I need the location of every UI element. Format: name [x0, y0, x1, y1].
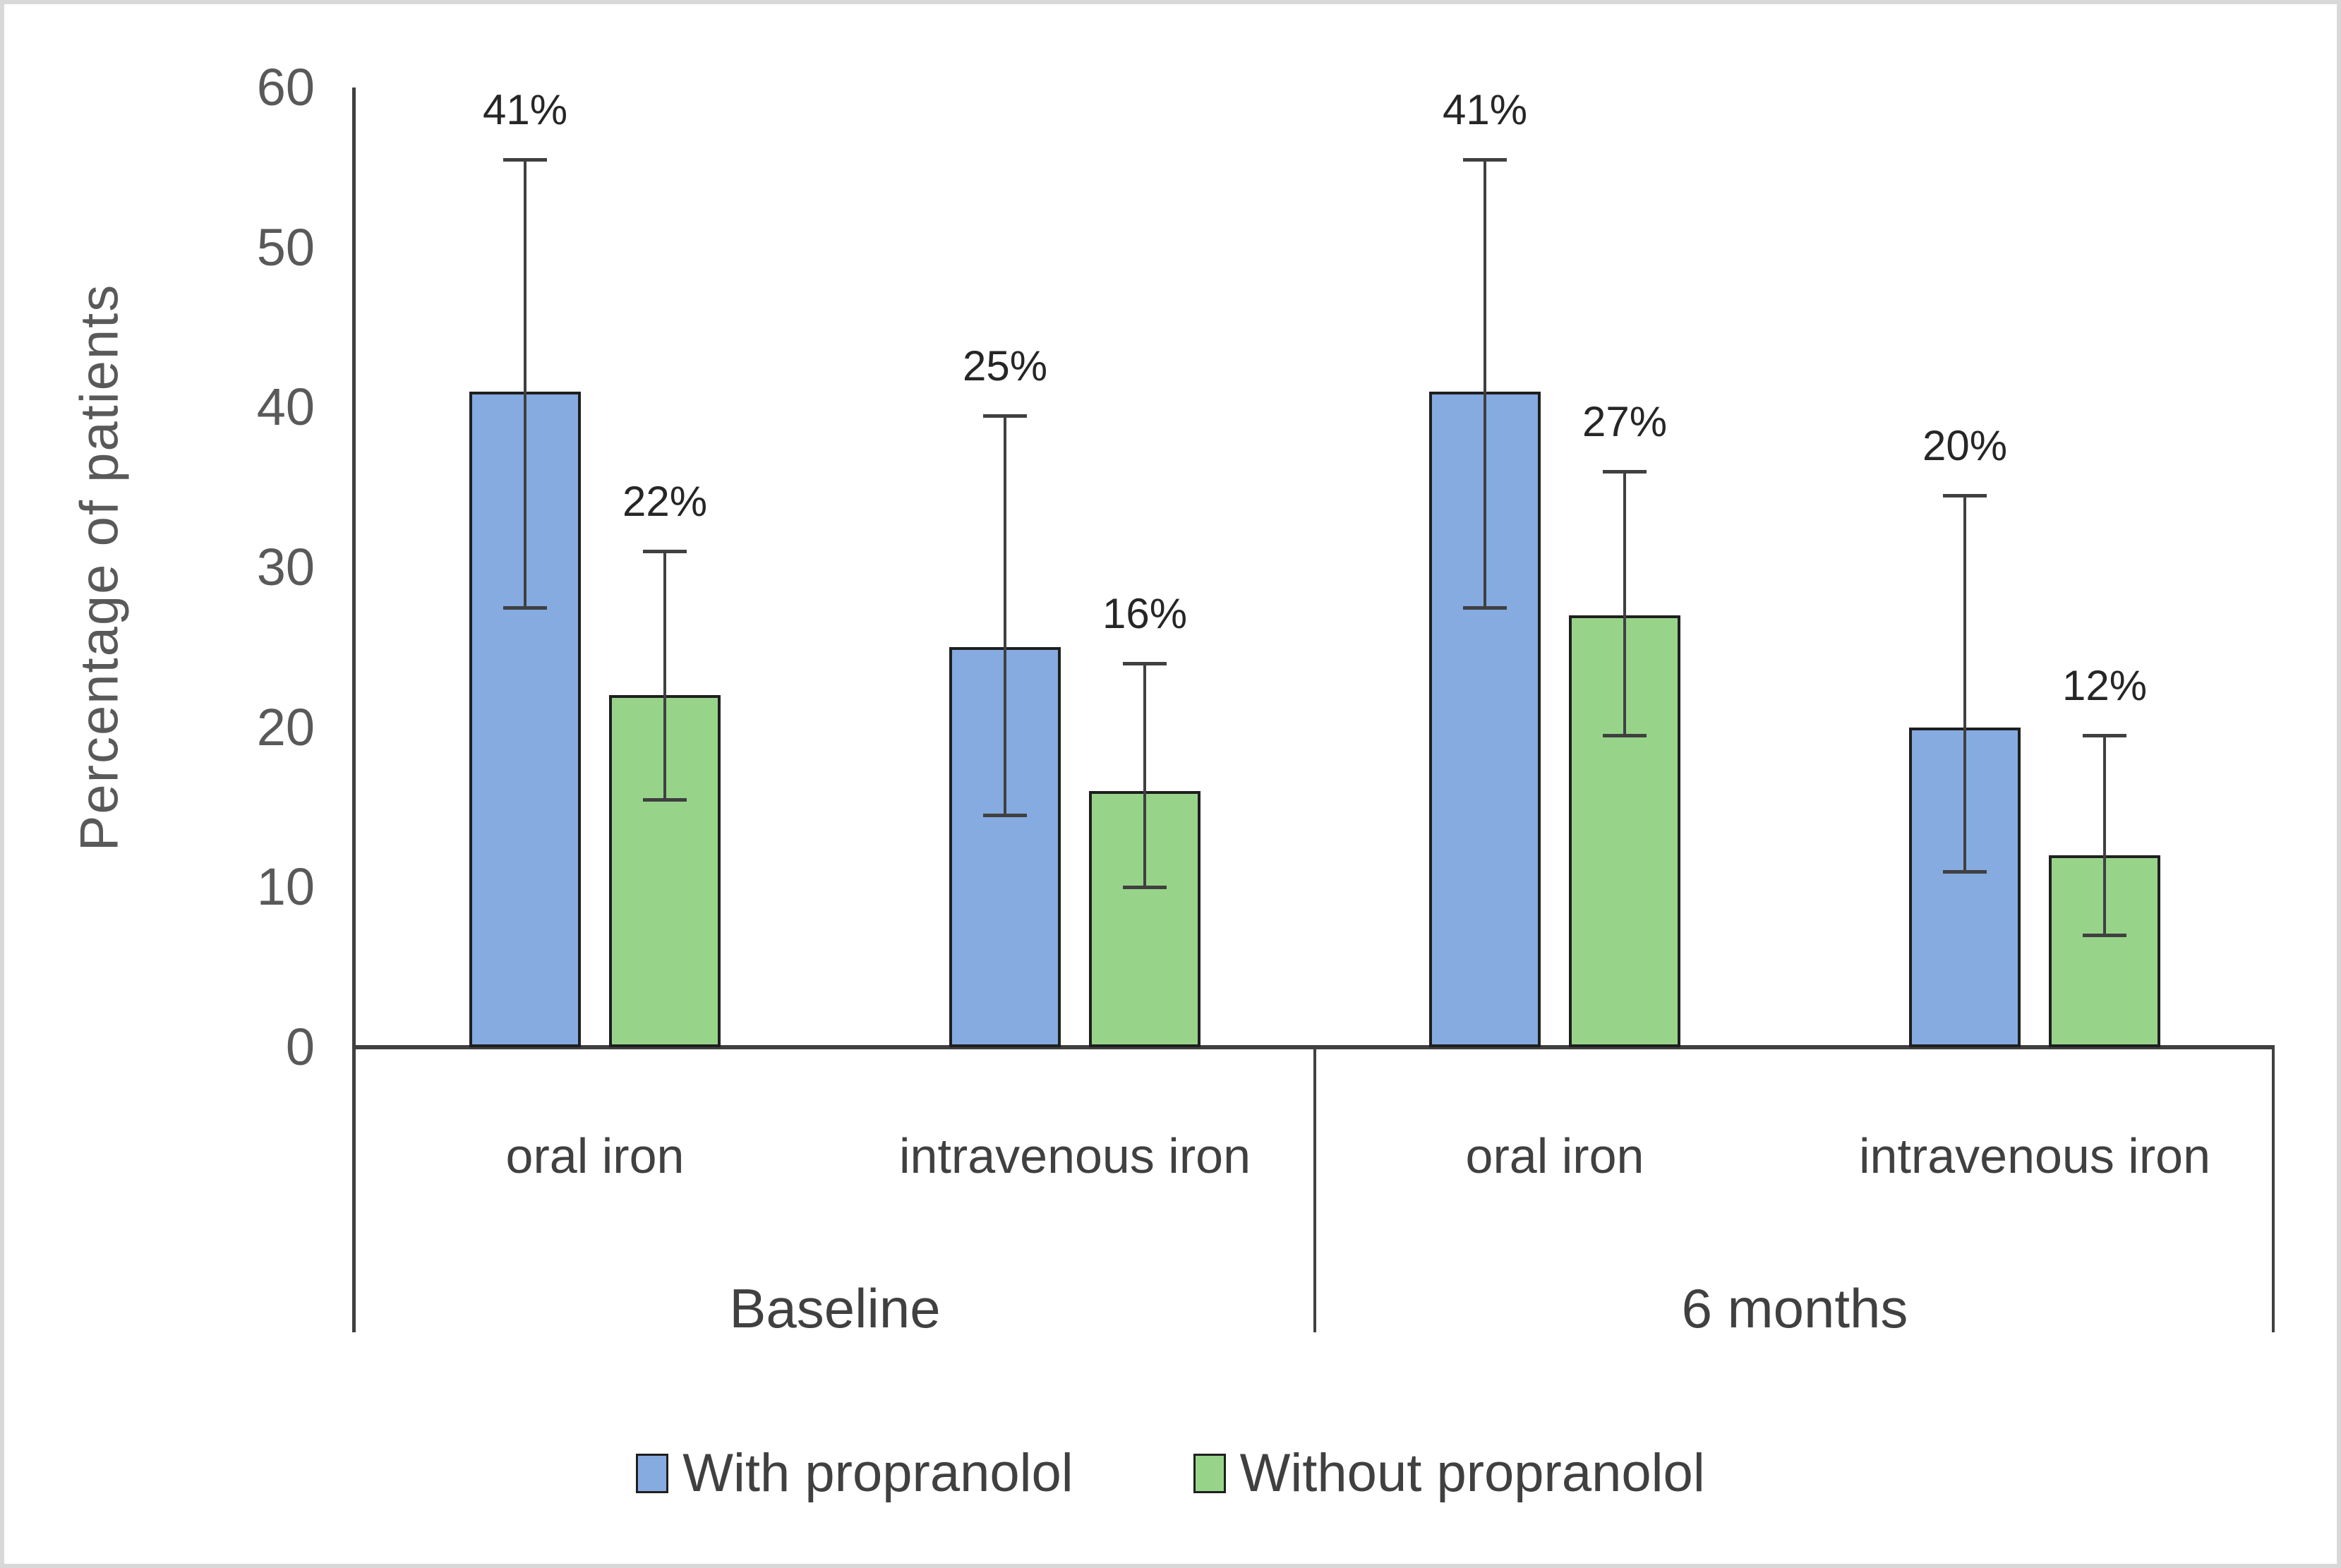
- data-label-6-months-oral-iron-without-propranolol: 27%: [1582, 398, 1668, 445]
- error-bar-line-baseline-oral-iron-with-propranolol: [524, 159, 526, 608]
- y-tick-label-10: 10: [256, 857, 315, 917]
- bar-6-months-intravenous-iron-without-propranolol: [2049, 855, 2160, 1047]
- error-bar-line-6-months-oral-iron-without-propranolol: [1623, 471, 1626, 735]
- legend-item-with-propranolol: With propranolol: [636, 1442, 1073, 1504]
- data-label-6-months-intravenous-iron-with-propranolol: 20%: [1922, 422, 2008, 469]
- data-label-6-months-intravenous-iron-without-propranolol: 12%: [2062, 662, 2148, 709]
- y-axis-title: Percentage of patients: [69, 283, 130, 852]
- error-bar-cap-bottom-6-months-intravenous-iron-without-propranolol: [2083, 934, 2126, 938]
- error-bar-cap-bottom-6-months-oral-iron-with-propranolol: [1463, 605, 1507, 610]
- category-label-6-months-oral-iron: oral iron: [1465, 1128, 1644, 1183]
- y-tick-label-30: 30: [256, 538, 315, 596]
- error-bar-cap-top-baseline-intravenous-iron-with-propranolol: [983, 414, 1027, 418]
- legend-swatch-without-propranolol: [1193, 1453, 1226, 1493]
- legend-label-with-propranolol: With propranolol: [682, 1443, 1073, 1503]
- legend-item-without-propranolol: Without propranolol: [1193, 1442, 1705, 1504]
- group-divider-middle: [1313, 1047, 1316, 1332]
- category-label-baseline-intravenous-iron: intravenous iron: [898, 1128, 1251, 1183]
- error-bar-cap-top-6-months-oral-iron-with-propranolol: [1463, 158, 1507, 162]
- error-bar-line-baseline-intravenous-iron-with-propranolol: [1004, 415, 1006, 816]
- data-label-baseline-intravenous-iron-without-propranolol: 16%: [1102, 590, 1188, 637]
- y-tick-label-20: 20: [256, 697, 315, 756]
- legend: With propranolol Without propranolol: [4, 1442, 2337, 1504]
- error-bar-cap-top-baseline-oral-iron-without-propranolol: [643, 550, 687, 554]
- y-tick-label-40: 40: [256, 378, 315, 437]
- error-bar-cap-top-6-months-intravenous-iron-with-propranolol: [1943, 494, 1987, 497]
- data-label-6-months-oral-iron-with-propranolol: 41%: [1442, 86, 1528, 133]
- bar-6-months-oral-iron-with-propranolol: [1429, 391, 1541, 1047]
- group-label-6-months: 6 months: [1681, 1277, 1908, 1339]
- error-bar-cap-top-6-months-oral-iron-without-propranolol: [1603, 470, 1647, 474]
- data-label-baseline-intravenous-iron-with-propranolol: 25%: [962, 342, 1048, 390]
- bar-baseline-oral-iron-without-propranolol: [609, 695, 721, 1047]
- y-axis-line: [352, 88, 356, 1332]
- data-label-baseline-oral-iron-with-propranolol: 41%: [482, 86, 568, 133]
- group-label-baseline: Baseline: [729, 1277, 941, 1339]
- error-bar-cap-top-baseline-oral-iron-with-propranolol: [503, 158, 547, 162]
- error-bar-cap-bottom-baseline-oral-iron-with-propranolol: [503, 605, 547, 610]
- y-tick-label-60: 60: [256, 58, 315, 116]
- legend-swatch-with-propranolol: [636, 1453, 669, 1493]
- y-tick-label-50: 50: [256, 217, 315, 277]
- error-bar-cap-top-baseline-intravenous-iron-without-propranolol: [1123, 662, 1167, 665]
- legend-label-without-propranolol: Without propranolol: [1239, 1443, 1705, 1503]
- error-bar-line-6-months-intravenous-iron-without-propranolol: [2103, 735, 2106, 936]
- category-label-6-months-intravenous-iron: intravenous iron: [1858, 1128, 2211, 1183]
- error-bar-cap-bottom-baseline-intravenous-iron-without-propranolol: [1123, 886, 1167, 890]
- y-tick-label-0: 0: [285, 1018, 315, 1076]
- group-divider-right: [2272, 1047, 2275, 1332]
- error-bar-cap-bottom-6-months-oral-iron-without-propranolol: [1603, 734, 1647, 737]
- category-label-baseline-oral-iron: oral iron: [505, 1128, 685, 1183]
- error-bar-cap-bottom-baseline-oral-iron-without-propranolol: [643, 797, 687, 802]
- error-bar-line-6-months-oral-iron-with-propranolol: [1484, 159, 1486, 608]
- error-bar-cap-bottom-baseline-intravenous-iron-with-propranolol: [983, 814, 1027, 818]
- data-label-baseline-oral-iron-without-propranolol: 22%: [622, 478, 708, 526]
- error-bar-line-baseline-oral-iron-without-propranolol: [663, 551, 666, 800]
- error-bar-cap-bottom-6-months-intravenous-iron-with-propranolol: [1943, 869, 1987, 874]
- error-bar-line-baseline-intravenous-iron-without-propranolol: [1143, 663, 1146, 888]
- bar-6-months-oral-iron-without-propranolol: [1569, 615, 1680, 1047]
- error-bar-line-6-months-intravenous-iron-with-propranolol: [1963, 495, 1966, 872]
- error-bar-cap-top-6-months-intravenous-iron-without-propranolol: [2083, 734, 2126, 737]
